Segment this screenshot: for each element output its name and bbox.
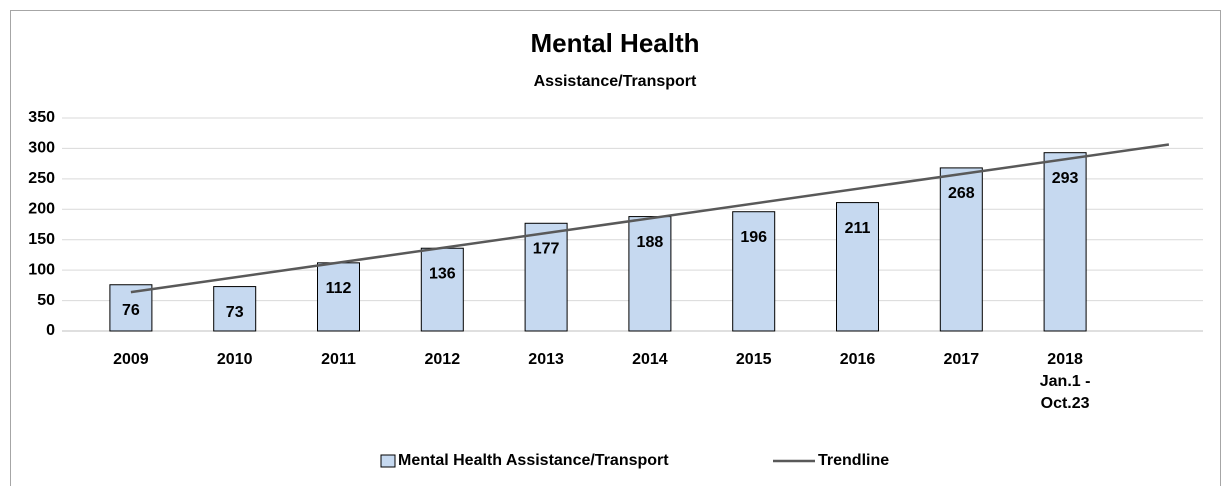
data-label: 136 [429,265,456,282]
y-tick-label: 200 [28,201,55,218]
bar [1043,152,1087,332]
x-tick-label: 2011 [321,351,356,368]
data-label: 73 [226,304,244,321]
data-label: 293 [1052,170,1079,187]
legend-label: Mental Health Assistance/Transport [398,452,669,469]
bar [109,284,153,332]
data-label: 76 [122,302,140,319]
y-tick-label: 50 [37,292,55,309]
bar [420,247,464,332]
chart-border [10,10,1221,486]
data-label: 112 [326,280,352,297]
chart-title: Mental Health [530,28,699,58]
y-tick-label: 300 [28,140,55,157]
y-tick-label: 250 [28,170,55,187]
y-tick-label: 150 [28,231,55,248]
data-label: 188 [637,234,664,251]
x-tick-label: 2009 [113,351,149,368]
x-tick-label: 2018 Jan.1 -Oct.23 [1040,351,1091,412]
bar [628,216,672,332]
trendline [130,143,1170,294]
data-label: 177 [533,241,560,258]
data-label: 268 [948,185,975,202]
x-tick-label: 2016 [840,351,876,368]
bar [939,167,983,332]
x-tick-label: 2012 [425,351,461,368]
data-label: 211 [845,220,871,237]
x-tick-label: 2017 [944,351,980,368]
y-tick-label: 100 [28,261,55,278]
x-tick-label: 2013 [528,351,564,368]
chart-subtitle: Assistance/Transport [534,73,697,90]
y-tick-label: 0 [46,322,55,339]
bar [836,202,879,332]
y-tick-label: 350 [28,109,55,126]
bar [732,211,776,332]
bar [213,286,257,332]
x-tick-label: 2010 [217,351,253,368]
x-tick-label: 2014 [632,351,668,368]
x-tick-label: 2015 [736,351,772,368]
data-label: 196 [740,229,767,246]
legend-label: Trendline [818,452,889,469]
bar [524,222,568,332]
legend-swatch [380,454,396,468]
